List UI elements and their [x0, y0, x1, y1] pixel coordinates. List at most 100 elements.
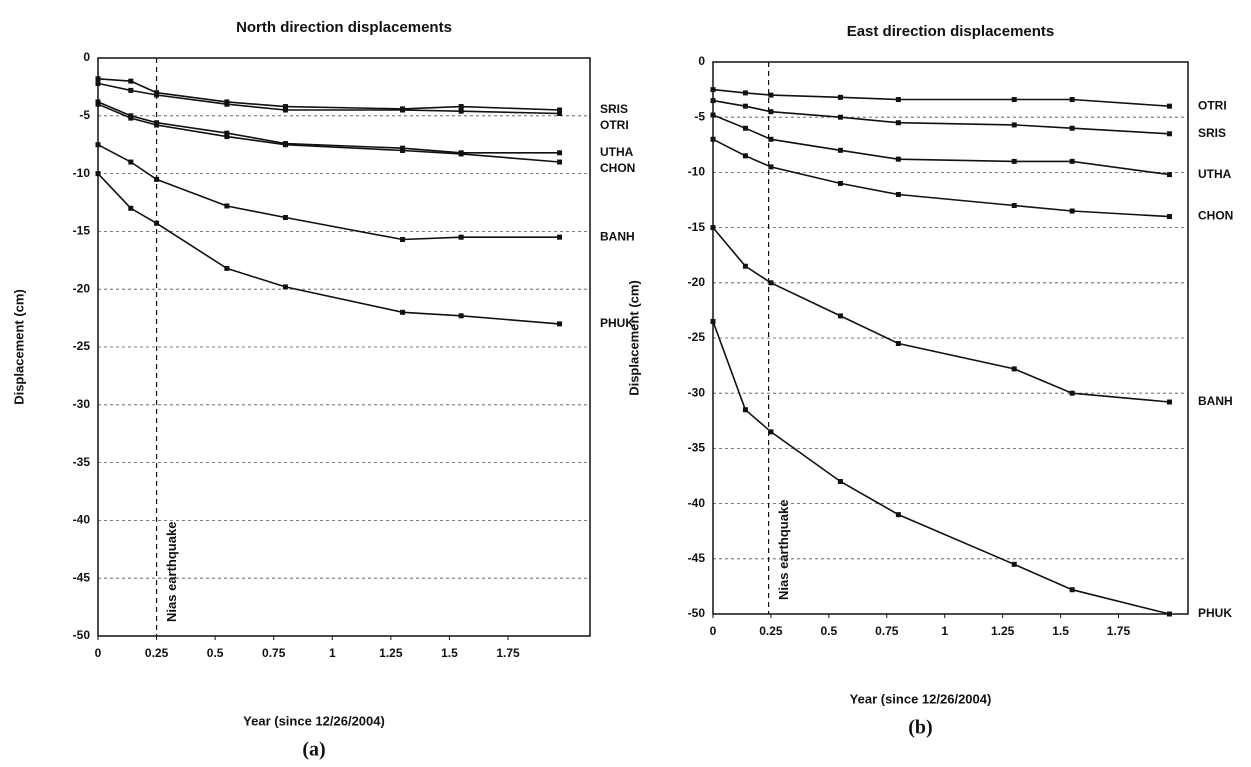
x-tick-label: 1.25: [379, 646, 403, 660]
y-tick-label: -15: [688, 220, 706, 234]
data-point: [1011, 158, 1017, 164]
series-label: UTHA: [600, 145, 634, 159]
data-point: [768, 429, 774, 435]
data-point: [1166, 611, 1172, 617]
series-label: SRIS: [1198, 126, 1226, 140]
x-tick-label: 0.5: [207, 646, 224, 660]
data-point: [154, 220, 160, 226]
data-point: [1166, 214, 1172, 220]
data-point: [128, 205, 134, 211]
data-point: [154, 92, 160, 98]
data-point: [742, 153, 748, 159]
data-point: [895, 156, 901, 162]
x-tick-label: 0.25: [759, 624, 783, 638]
series-line: [712, 227, 1170, 403]
data-point: [895, 191, 901, 197]
data-point: [224, 265, 230, 271]
x-axis-label: Year (since 12/26/2004): [243, 713, 385, 728]
x-tick-label: 0.75: [262, 646, 286, 660]
chart-title: East direction displacements: [847, 23, 1055, 40]
series-line: [97, 103, 560, 163]
series-label: BANH: [1198, 394, 1233, 408]
annotation-text: Nias earthquake: [164, 522, 179, 622]
y-tick-label: 0: [698, 54, 705, 68]
data-point: [282, 107, 288, 113]
data-point: [128, 115, 134, 121]
data-point: [1069, 125, 1075, 131]
data-point: [458, 104, 464, 110]
chart-title: North direction displacements: [236, 19, 452, 36]
data-point: [895, 512, 901, 518]
annotation-text: Nias earthquake: [776, 500, 791, 600]
y-tick-label: -5: [694, 109, 705, 123]
y-tick-label: -35: [688, 441, 706, 455]
data-point: [557, 234, 563, 240]
y-tick-label: -50: [688, 606, 706, 620]
data-point: [742, 125, 748, 131]
series-label: CHON: [600, 161, 635, 175]
x-tick-label: 1: [941, 624, 948, 638]
series-line: [712, 114, 1170, 176]
y-tick-label: -5: [79, 108, 90, 122]
data-point: [710, 136, 716, 142]
data-point: [128, 159, 134, 165]
data-point: [557, 107, 563, 113]
y-tick-label: -20: [73, 281, 91, 295]
data-point: [1166, 172, 1172, 178]
data-point: [458, 234, 464, 240]
data-point: [282, 142, 288, 148]
data-point: [458, 151, 464, 157]
y-tick-label: -25: [688, 330, 706, 344]
data-point: [710, 87, 716, 93]
data-point: [557, 150, 563, 156]
series-label: OTRI: [600, 118, 629, 132]
series-label: PHUK: [600, 316, 634, 330]
y-tick-label: 0: [83, 50, 90, 64]
data-point: [710, 112, 716, 118]
series-line: [712, 321, 1170, 615]
series-line: [97, 173, 560, 325]
x-tick-label: 1.75: [1107, 624, 1131, 638]
data-point: [837, 313, 843, 319]
data-point: [458, 313, 464, 319]
data-point: [282, 284, 288, 290]
y-tick-label: -25: [73, 339, 91, 353]
y-axis-label: Displacement (cm): [11, 289, 26, 405]
series-line: [712, 99, 1170, 135]
series-label: CHON: [1198, 209, 1233, 223]
data-point: [154, 122, 160, 128]
data-point: [837, 94, 843, 100]
data-point: [400, 309, 406, 315]
data-point: [1069, 97, 1075, 103]
data-point: [95, 142, 101, 148]
y-tick-label: -45: [73, 570, 91, 584]
x-tick-label: 0.25: [145, 646, 169, 660]
plot-frame: [97, 57, 591, 637]
y-tick-label: -15: [73, 224, 91, 238]
data-point: [710, 225, 716, 231]
data-point: [224, 134, 230, 140]
data-point: [557, 159, 563, 165]
series-label: OTRI: [1198, 98, 1227, 112]
x-tick-label: 0.75: [875, 624, 899, 638]
series-line: [97, 78, 560, 111]
y-tick-label: -40: [688, 496, 706, 510]
data-point: [1069, 208, 1075, 214]
data-point: [400, 236, 406, 242]
series-label: SRIS: [600, 102, 628, 116]
data-point: [128, 87, 134, 93]
series-line: [97, 143, 560, 241]
series-line: [97, 101, 560, 154]
data-point: [1069, 587, 1075, 593]
data-point: [710, 318, 716, 324]
data-point: [1011, 203, 1017, 209]
y-tick-label: -45: [688, 551, 706, 565]
data-point: [742, 90, 748, 96]
data-point: [224, 203, 230, 209]
data-point: [458, 108, 464, 114]
data-point: [742, 407, 748, 413]
data-point: [128, 78, 134, 84]
series-label: PHUK: [1198, 606, 1232, 620]
y-tick-label: -35: [73, 455, 91, 469]
